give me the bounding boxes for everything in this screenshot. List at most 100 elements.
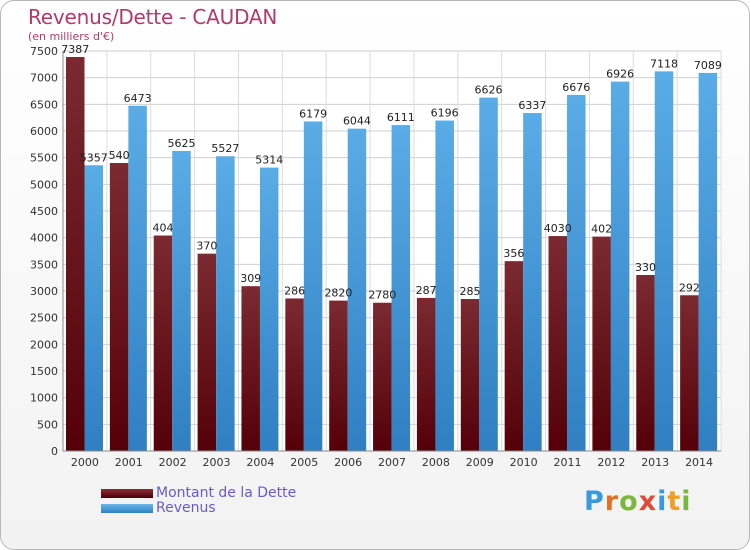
bar-debt [66,57,85,451]
logo-letter: r [604,486,620,517]
logo-letter: t [667,486,682,517]
data-label-revenus: 6196 [431,107,459,120]
bar-debt [548,236,568,451]
y-tick-label: 5000 [30,178,58,191]
bar-debt [153,235,173,451]
bar-revenus [347,128,367,452]
bar-revenus [610,81,630,451]
bar-debt [460,299,480,451]
x-tick-label: 2009 [466,456,494,469]
data-label-revenus: 6044 [343,115,371,128]
data-label-revenus: 6337 [518,99,546,112]
data-label-debt: 404 [152,222,173,235]
x-tick-label: 2002 [159,456,187,469]
data-label-revenus: 5314 [255,154,283,167]
data-label-revenus: 6926 [606,68,634,81]
data-label-revenus: 7118 [650,57,678,70]
y-tick-label: 1500 [30,365,58,378]
bar-debt [636,275,655,451]
y-tick-label: 6000 [30,125,58,138]
x-tick-label: 2005 [290,456,318,469]
x-tick-label: 2003 [203,456,231,469]
bar-revenus [435,120,454,452]
bar-debt [416,297,436,451]
y-tick-label: 4000 [30,232,58,245]
bar-revenus [259,167,279,451]
y-tick-label: 6500 [30,98,58,111]
x-tick-label: 2006 [334,456,362,469]
logo-letter: i [681,486,692,517]
x-tick-label: 2008 [422,456,450,469]
bar-debt [504,261,524,451]
data-label-debt: 330 [635,261,656,274]
x-tick-label: 2014 [685,456,713,469]
data-label-revenus: 7089 [694,59,722,72]
x-tick-label: 2010 [510,456,538,469]
data-label-revenus: 6179 [299,107,327,120]
data-label-debt: 402 [591,223,612,236]
bar-debt [329,300,348,451]
data-label-debt: 370 [196,240,217,253]
data-label-debt: 309 [240,272,261,285]
y-tick-label: 0 [51,445,58,458]
bar-revenus [216,156,235,451]
bar-debt [592,236,611,451]
bar-debt [373,302,392,451]
x-tick-label: 2007 [378,456,406,469]
y-tick-label: 3500 [30,258,58,271]
x-tick-label: 2013 [641,456,669,469]
x-tick-label: 2001 [115,456,143,469]
legend-swatch-debt [101,489,153,498]
bar-debt [285,298,304,451]
bar-revenus [567,94,586,452]
data-label-revenus: 6473 [124,92,152,105]
bar-revenus [128,105,147,452]
y-tick-label: 1000 [30,392,58,405]
legend-label-revenus: Revenus [156,500,216,516]
bar-revenus [172,151,191,451]
bar-debt [197,253,217,451]
y-tick-label: 5500 [30,152,58,165]
bar-revenus [698,72,718,452]
y-tick-label: 4500 [30,205,58,218]
data-label-revenus: 6626 [475,84,503,97]
chart-subtitle: (en milliers d'€) [28,30,115,43]
data-label-debt: 356 [503,247,524,260]
bar-revenus [84,165,103,451]
y-tick-label: 3000 [30,285,58,298]
data-label-revenus: 6111 [387,111,415,124]
logo-letter: x [638,486,658,517]
logo-letter: o [619,486,639,517]
data-label-debt: 285 [460,285,481,298]
data-label-debt: 540 [109,149,130,162]
data-label-debt: 2820 [324,287,352,300]
data-label-revenus: 6676 [562,81,590,94]
data-label-revenus: 5625 [167,137,195,150]
data-label-revenus: 5527 [211,142,239,155]
data-label-debt: 7387 [61,43,89,56]
data-label-debt: 287 [416,284,437,297]
bar-revenus [391,125,411,451]
chart-title: Revenus/Dette - CAUDAN [28,5,278,29]
data-label-revenus: 5357 [80,151,108,164]
legend-label-debt: Montant de la Dette [156,485,297,501]
y-tick-label: 2000 [30,338,58,351]
bar-revenus [479,97,498,451]
legend-swatch-revenus [101,504,153,513]
x-tick-label: 2011 [553,456,581,469]
bar-revenus [303,121,323,451]
data-label-debt: 286 [284,284,305,297]
bar-revenus [654,71,674,451]
bar-revenus [523,113,542,451]
data-label-debt: 292 [679,281,700,294]
logo-letter: P [584,486,605,517]
bar-debt [109,163,129,451]
bar-debt [680,295,699,451]
data-label-debt: 2780 [368,289,396,302]
logo-letter: i [657,486,668,517]
y-tick-label: 500 [37,418,58,431]
proxiti-logo: Proxiti [584,486,692,517]
data-label-debt: 4030 [544,222,572,235]
x-tick-label: 2012 [597,456,625,469]
